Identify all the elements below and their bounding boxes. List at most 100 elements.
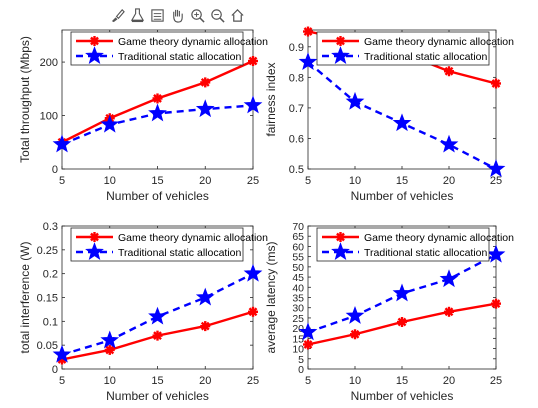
data-point <box>52 134 72 153</box>
data-point <box>439 134 459 153</box>
data-point-stroke <box>444 307 454 317</box>
legend-button[interactable] <box>148 5 167 25</box>
y-tick-label: 0 <box>298 364 304 376</box>
data-point <box>491 298 501 309</box>
legend-marker <box>89 36 100 46</box>
chart-panel-2: 5 10 15 20 25 0.5 0.6 0.7 0.8 0.9 Number of vehicl… <box>264 26 514 203</box>
data-point <box>200 77 211 88</box>
data-point-stroke <box>397 317 407 327</box>
legend-entry-label: Traditional static allocation <box>364 247 487 259</box>
chart-panel-3: 5 10 15 20 25 0 0.05 0.1 0.15 0.2 0.25 0.3 Number of… <box>18 221 268 403</box>
legend-marker <box>331 46 350 64</box>
data-point <box>345 91 365 110</box>
legend-entry-label: Game theory dynamic allocation <box>364 232 514 244</box>
series-line <box>62 272 253 356</box>
data-point <box>200 321 211 332</box>
y-tick-label: 5 <box>298 354 304 366</box>
data-tips-button[interactable] <box>128 5 147 25</box>
data-point <box>148 103 167 122</box>
y-tick-label: 65 <box>292 231 304 243</box>
legend-box <box>316 31 490 66</box>
x-tick-label: 20 <box>199 375 211 387</box>
brush-icon <box>111 8 125 22</box>
data-point <box>439 269 459 288</box>
data-point <box>100 114 120 133</box>
data-point <box>486 159 506 177</box>
series-static <box>52 263 263 363</box>
data-point <box>298 52 318 71</box>
y-tick-label: 30 <box>292 303 304 315</box>
x-tick-label: 5 <box>305 375 311 387</box>
y-axis-label: fairness index <box>264 62 278 136</box>
x-tick-label: 5 <box>305 175 311 187</box>
data-point <box>491 78 501 89</box>
x-axis-label: Number of vehicles <box>106 189 209 203</box>
y-tick-label: 0.8 <box>289 72 304 84</box>
data-point <box>298 322 318 341</box>
data-point <box>52 344 72 363</box>
y-axis-label: Total throughput (Mbps) <box>18 36 32 163</box>
data-point <box>152 93 163 104</box>
y-tick-label: 0 <box>52 364 58 376</box>
data-point-stroke <box>248 56 258 66</box>
y-tick-label: 15 <box>292 333 304 345</box>
y-tick-label: 0 <box>52 164 58 176</box>
y-tick-label: 200 <box>40 57 58 69</box>
legend-marker <box>335 36 346 46</box>
y-tick-label: 45 <box>292 272 304 284</box>
brush-button[interactable] <box>108 5 127 25</box>
data-point <box>345 306 365 324</box>
data-point-stroke <box>200 321 210 331</box>
y-tick-label: 35 <box>292 293 304 305</box>
series-static <box>298 244 506 341</box>
y-tick-label: 50 <box>292 262 304 274</box>
data-point <box>248 306 258 317</box>
legend-entry-label: Traditional static allocation <box>118 247 241 259</box>
zoom-out-button[interactable] <box>208 5 227 25</box>
data-point <box>195 287 215 306</box>
x-axis-label: Number of vehicles <box>351 189 454 203</box>
legend-marker <box>85 46 104 64</box>
x-tick-label: 15 <box>396 175 408 187</box>
data-point <box>392 113 412 132</box>
legend-marker <box>335 232 346 242</box>
zoom-out-icon <box>211 8 225 23</box>
x-tick-label: 15 <box>396 375 408 387</box>
legend: Game theory dynamic allocation Traditiona… <box>316 227 514 262</box>
y-tick-label: 0.2 <box>43 269 58 281</box>
legend-marker-stroke <box>90 232 99 242</box>
y-tick-label: 10 <box>292 344 304 356</box>
zoom-in-button[interactable] <box>188 5 207 25</box>
y-tick-label: 70 <box>292 221 304 233</box>
data-point <box>350 329 360 340</box>
y-axis-label: average latency (ms) <box>264 241 278 353</box>
data-point-stroke <box>491 299 501 309</box>
y-tick-label: 25 <box>292 313 304 325</box>
x-axis-label: Number of vehicles <box>106 389 209 403</box>
data-point <box>148 306 167 325</box>
data-point <box>248 56 258 67</box>
y-tick-label: 0.5 <box>289 164 304 176</box>
pan-button[interactable] <box>168 5 187 25</box>
series-static <box>298 52 506 177</box>
pan-icon <box>173 9 183 23</box>
y-tick-label: 100 <box>40 111 58 123</box>
legend-entry-label: Traditional static allocation <box>118 51 241 63</box>
home-button[interactable] <box>228 5 247 25</box>
x-tick-label: 10 <box>104 375 116 387</box>
y-tick-label: 0.3 <box>43 221 58 233</box>
series-game-theory <box>303 298 501 350</box>
x-tick-label: 10 <box>349 375 361 387</box>
x-tick-label: 20 <box>443 375 455 387</box>
y-tick-label: 55 <box>292 252 304 264</box>
data-point-stroke <box>303 340 313 349</box>
x-tick-label: 25 <box>247 175 259 187</box>
x-tick-label: 25 <box>247 375 259 387</box>
data-point <box>303 339 313 350</box>
x-tick-label: 20 <box>199 175 211 187</box>
data-point-stroke <box>303 27 313 36</box>
y-tick-label: 0.15 <box>37 293 58 305</box>
data-point-stroke <box>350 329 360 339</box>
legend-entry-label: Game theory dynamic allocation <box>364 36 514 48</box>
